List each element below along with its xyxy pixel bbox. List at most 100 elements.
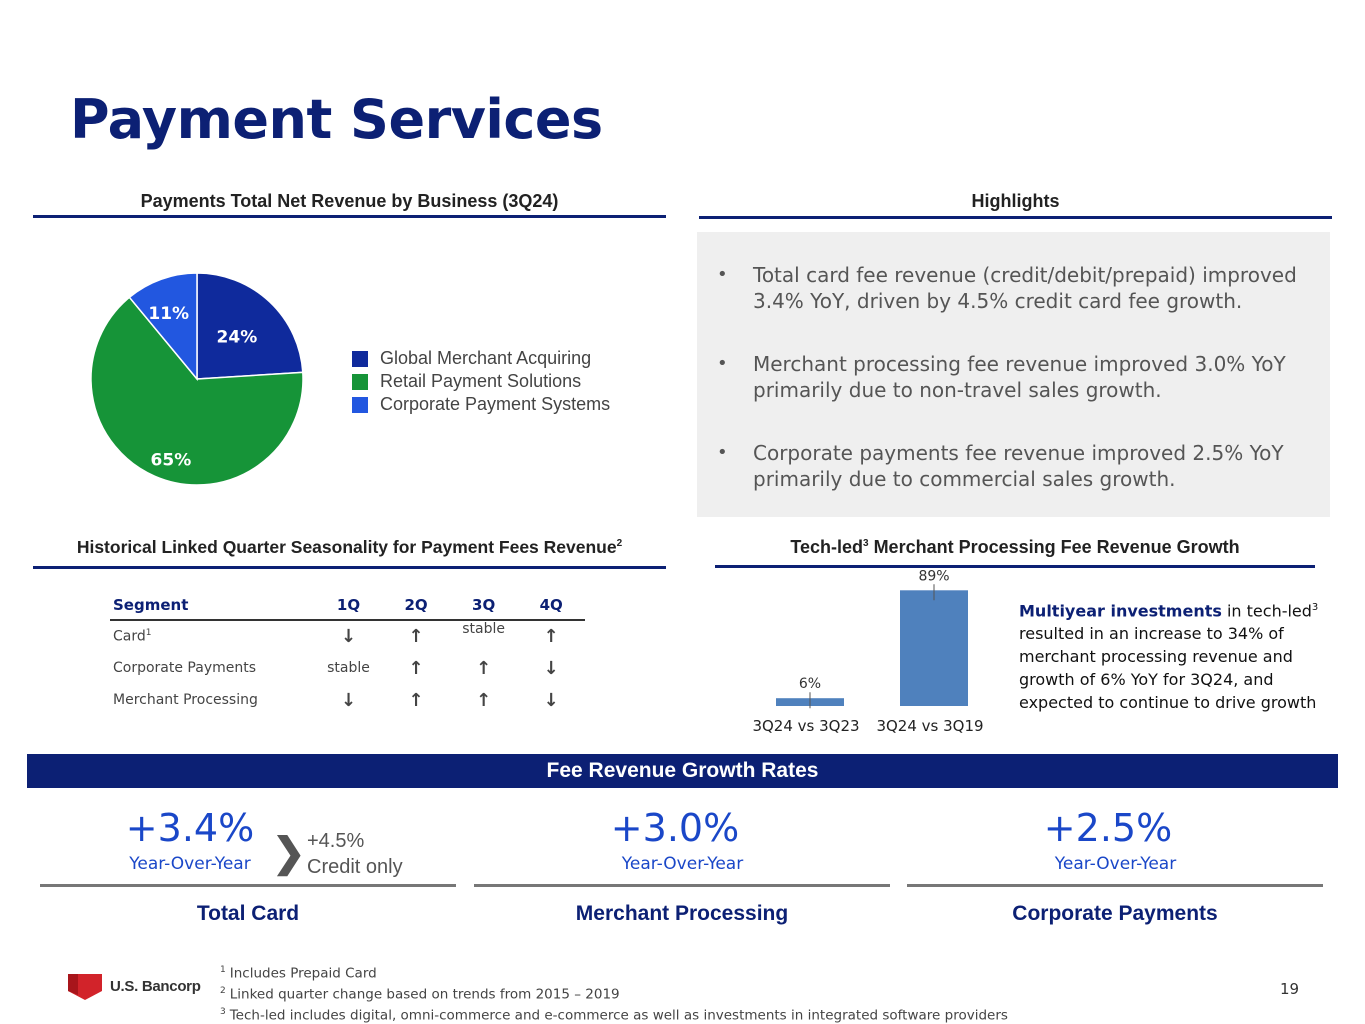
seasonality-heading: Historical Linked Quarter Seasonality fo… [33,537,666,558]
segment-sup: 1 [145,628,152,639]
seasonality-heading-text: Historical Linked Quarter Seasonality fo… [76,537,617,557]
bullet-icon: • [717,264,728,285]
logo-text: U.S. Bancorp [110,977,201,995]
tech-heading-pre: Tech-led [790,537,863,557]
arrow-up-icon: ↑ [476,689,492,711]
highlights-box: • Total card fee revenue (credit/debit/p… [697,232,1330,517]
desc-bold: Multiyear investments [1019,601,1222,621]
footnote-text: Tech-led includes digital, omni-commerce… [229,1007,1008,1024]
credit-only-value: +4.5% [307,830,365,852]
legend-label: Retail Payment Solutions [380,371,582,391]
bar-value-label: 89% [918,570,949,584]
arrow-up-icon: ↑ [408,689,424,711]
table-row: Card1 ↓ ↑ stable ↑ [110,620,585,652]
tech-led-bar-chart: 6% 3Q24 vs 3Q23 89% 3Q24 vs 3Q19 [752,570,983,735]
segment-cell: Merchant Processing [110,684,315,716]
seasonality-heading-sup: 2 [616,538,623,550]
tech-section-heading: Tech-led3 Merchant Processing Fee Revenu… [715,537,1315,558]
highlight-item: • Merchant processing fee revenue improv… [717,351,1317,403]
legend-swatch [352,396,368,413]
col-header: 1Q [314,590,383,621]
legend-label: Global Merchant Acquiring [380,348,592,368]
arrow-down-icon: ↓ [340,689,357,711]
credit-only-label: Credit only [307,856,403,878]
seasonality-table: Segment 1Q 2Q 3Q 4Q Card1 ↓ ↑ stable ↑ Corpor… [110,590,585,716]
pie-slice [128,272,198,382]
page-title: Payment Services [70,88,603,151]
segment-cell: Corporate Payments [110,652,315,684]
arrow-down-icon: ↓ [340,626,357,647]
footnote-text: Linked quarter change based on trends fr… [229,986,620,1003]
highlight-item: • Corporate payments fee revenue improve… [717,440,1317,492]
highlight-text: Corporate payments fee revenue improved … [753,441,1284,491]
col-header: Segment [110,590,315,621]
highlight-text: Merchant processing fee revenue improved… [753,352,1286,402]
total-card-sub: Year-Over-Year [129,854,251,874]
footnote: 3 Tech-led includes digital, omni-commerc… [220,1004,1008,1024]
shield-icon [68,974,102,1000]
pie-value-label: 11% [148,304,189,324]
tech-heading-sup: 3 [863,538,869,549]
tech-heading-post: Merchant Processing Fee Revenue Growth [868,537,1240,557]
col-header: 4Q [517,590,585,621]
highlight-item: • Total card fee revenue (credit/debit/p… [717,262,1317,314]
desc-sup: 3 [1311,602,1319,613]
bar-category-label: 3Q24 vs 3Q19 [876,717,983,735]
legend-item: Retail Payment Solutions [352,370,610,393]
legend-item: Global Merchant Acquiring [352,347,610,370]
corporate-payments-label: Corporate Payments [1012,902,1218,925]
total-card-label: Total Card [196,902,300,925]
arrow-up-icon: ↑ [408,626,424,647]
table-row: Merchant Processing ↓ ↑ ↑ ↓ [110,684,585,716]
footnote-marker: 2 [220,986,226,996]
merchant-processing-sub: Year-Over-Year [621,854,744,874]
legend-label: Corporate Payment Systems [380,394,611,414]
us-bancorp-logo: U.S. Bancorp [66,971,201,1001]
bullet-icon: • [717,442,728,463]
seasonality-underline [33,566,666,569]
bar-category-label: 3Q24 vs 3Q23 [752,717,859,735]
chevron-right-icon: ❯ [272,831,306,875]
trend-cell: stable [462,621,506,637]
pie-legend: Global Merchant Acquiring Retail Payment … [352,347,610,416]
stat-divider [474,884,890,887]
legend-item: Corporate Payment Systems [352,393,610,416]
stat-divider [40,884,456,887]
segment-name: Card [113,628,146,645]
highlights-underline [699,216,1332,219]
col-header: 3Q [449,590,518,621]
footnote-marker: 1 [220,965,226,975]
arrow-up-icon: ↑ [476,657,492,679]
stat-divider [907,884,1323,887]
legend-swatch [352,350,368,367]
total-card-growth: +3.4% [125,806,255,850]
arrow-up-icon: ↑ [543,626,559,647]
bullet-icon: • [717,353,728,374]
pie-slice [196,272,304,380]
col-header: 2Q [382,590,450,621]
table-header-row: Segment 1Q 2Q 3Q 4Q [110,590,585,621]
highlights-heading: Highlights [971,191,1060,211]
segment-cell: Card1 [110,620,315,652]
corporate-payments-growth: +2.5% [1043,806,1173,850]
footnote: 2 Linked quarter change based on trends f… [220,983,1008,1004]
arrow-down-icon: ↓ [543,657,559,679]
pie-section-heading: Payments Total Net Revenue by Business (… [140,191,559,211]
revenue-pie-chart: 24% 65% 11% [90,272,304,486]
highlight-text: Total card fee revenue (credit/debit/pre… [753,263,1297,313]
pie-section-underline [33,215,666,218]
footnote: 1 Includes Prepaid Card [220,962,1008,983]
desc-text-2: resulted in an increase to 34% of mercha… [1019,624,1317,713]
credit-only-note: +4.5% Credit only [307,828,403,880]
footnote-text: Includes Prepaid Card [229,965,377,982]
corporate-payments-sub: Year-Over-Year [1054,854,1177,874]
legend-swatch [352,373,368,390]
segment-name: Corporate Payments [113,660,257,676]
footnote-marker: 3 [220,1007,226,1017]
merchant-processing-growth: +3.0% [610,806,740,850]
arrow-down-icon: ↓ [543,689,559,711]
trend-cell: stable [327,660,370,676]
tech-section-underline [715,565,1315,568]
bar [900,590,968,706]
desc-text-1: in tech-led [1221,601,1312,621]
